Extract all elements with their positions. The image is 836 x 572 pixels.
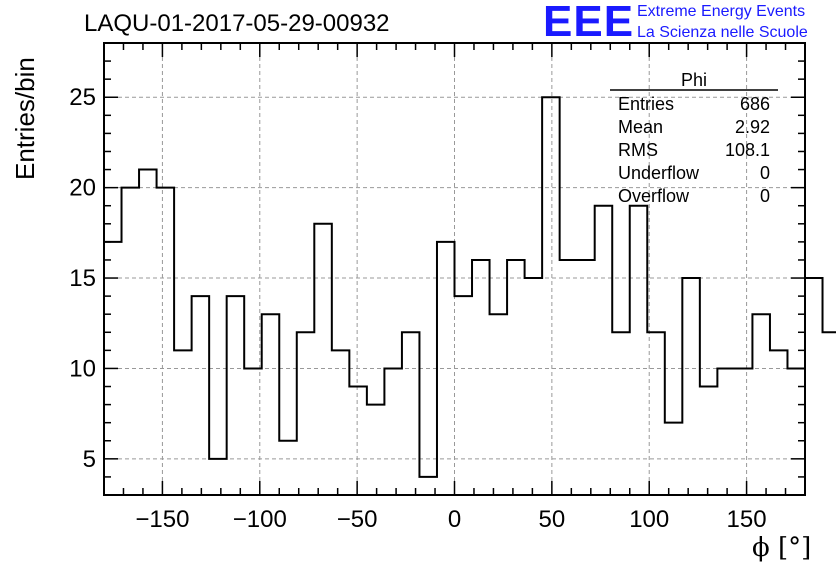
y-tick-label: 5 [83, 446, 96, 473]
y-tick-label: 15 [69, 265, 96, 292]
stats-value: 108.1 [725, 140, 770, 160]
stats-value: 0 [760, 163, 770, 183]
x-axis-label: ϕ [°] [752, 533, 812, 563]
stats-label: Mean [618, 117, 663, 137]
stats-label: Overflow [618, 186, 690, 206]
stats-value: 2.92 [735, 117, 770, 137]
logo-line-1: Extreme Energy Events [637, 3, 806, 20]
axis-ticks [103, 42, 806, 496]
histogram-step-line [104, 96, 836, 478]
histogram-series [104, 96, 836, 478]
stats-value: 0 [760, 186, 770, 206]
y-tick-label: 10 [69, 355, 96, 382]
stats-label: Underflow [618, 163, 700, 183]
x-tick-label: −150 [135, 506, 189, 533]
x-tick-label: 0 [448, 506, 461, 533]
x-tick-label: −50 [337, 506, 378, 533]
logo-line-2: La Scienza nelle Scuole [637, 24, 808, 41]
stats-box: Phi Entries 686 Mean 2.92 RMS 108.1 Underflow 0 O… [610, 70, 778, 206]
y-axis-label: Entries/bin [10, 57, 40, 180]
eee-logo: EEE [543, 0, 635, 46]
chart-title: LAQU-01-2017-05-29-00932 [84, 10, 390, 37]
stats-value: 686 [740, 94, 770, 114]
y-tick-label: 20 [69, 175, 96, 202]
x-tick-label: 50 [539, 506, 566, 533]
y-tick-label: 25 [69, 84, 96, 111]
x-tick-label: 100 [629, 506, 669, 533]
x-tick-label: −100 [233, 506, 287, 533]
x-tick-label: 150 [727, 506, 767, 533]
stats-title: Phi [681, 70, 707, 90]
stats-label: RMS [618, 140, 658, 160]
axis-tick-labels: −150 −100 −50 0 50 100 150 5 10 15 20 25 [69, 84, 766, 533]
stats-label: Entries [618, 94, 674, 114]
